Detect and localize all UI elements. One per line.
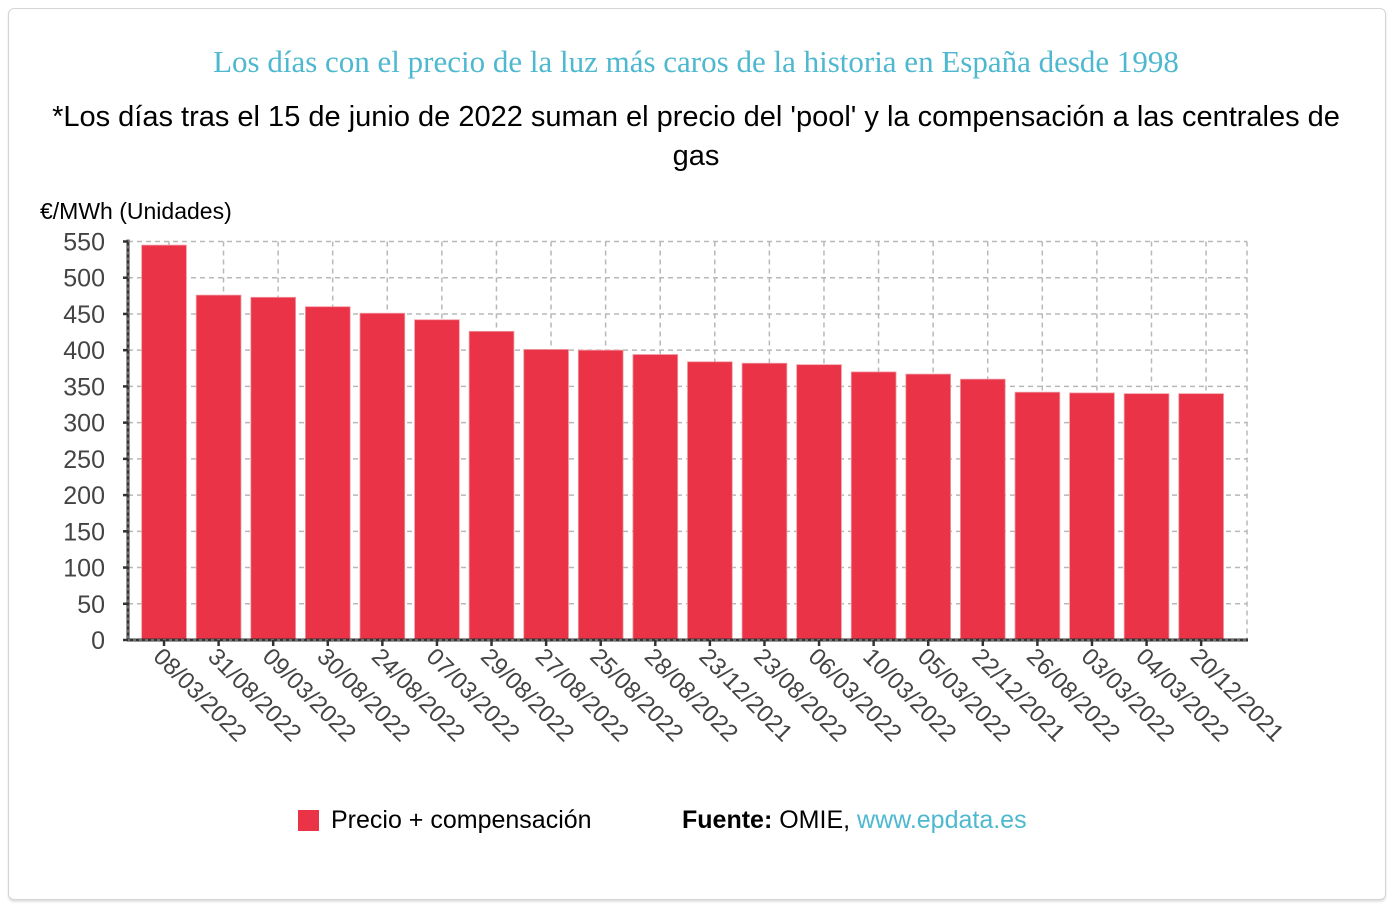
source-name: OMIE,	[779, 806, 851, 834]
bar	[305, 306, 351, 641]
y-tick-label: 450	[63, 301, 105, 329]
chart-title: Los días con el precio de la luz más car…	[213, 44, 1179, 79]
y-tick-label: 250	[63, 446, 105, 474]
y-tick-label: 100	[63, 555, 105, 583]
bar	[577, 349, 624, 641]
legend-label: Precio + compensación	[331, 806, 592, 834]
y-tick-label: 0	[91, 627, 105, 655]
y-tick-label: 400	[63, 337, 105, 365]
bar	[141, 244, 187, 641]
bar	[850, 371, 897, 641]
axes	[126, 239, 1248, 642]
y-tick-label: 300	[63, 410, 105, 438]
y-tick-label: 150	[63, 518, 105, 546]
bar	[741, 362, 788, 641]
bar	[414, 319, 460, 641]
bar	[1178, 393, 1224, 641]
bar	[905, 373, 952, 641]
bar	[1014, 391, 1061, 641]
bar	[468, 330, 515, 641]
bar	[523, 349, 569, 641]
bar	[359, 312, 406, 641]
source-link[interactable]: www.epdata.es	[857, 806, 1027, 834]
y-ticks: 0 50 100 150 200 250 300 350 400 450 500 550	[63, 229, 128, 655]
bar	[1123, 393, 1170, 641]
source-line: Fuente: OMIE, www.epdata.es	[682, 806, 1027, 835]
source-prefix: Fuente:	[682, 806, 773, 834]
y-tick-label: 50	[77, 591, 105, 619]
y-tick-label: 350	[63, 373, 105, 401]
bar	[195, 294, 242, 641]
bar	[960, 378, 1006, 641]
bar	[632, 354, 679, 641]
y-tick-label: 500	[63, 265, 105, 293]
y-tick-label: 200	[63, 482, 105, 510]
bar	[1069, 392, 1115, 641]
legend: Precio + compensación	[298, 806, 592, 835]
bars	[141, 244, 1224, 641]
bar	[687, 361, 733, 641]
bar	[250, 296, 296, 641]
chart-subtitle: *Los días tras el 15 de junio de 2022 su…	[52, 101, 1340, 172]
y-tick-label: 550	[63, 229, 105, 257]
y-axis-label: €/MWh (Unidades)	[40, 198, 232, 224]
legend-swatch	[298, 810, 319, 831]
bar	[796, 364, 842, 641]
x-ticks: 08/03/202231/08/202209/03/202230/08/2022…	[148, 640, 1289, 747]
